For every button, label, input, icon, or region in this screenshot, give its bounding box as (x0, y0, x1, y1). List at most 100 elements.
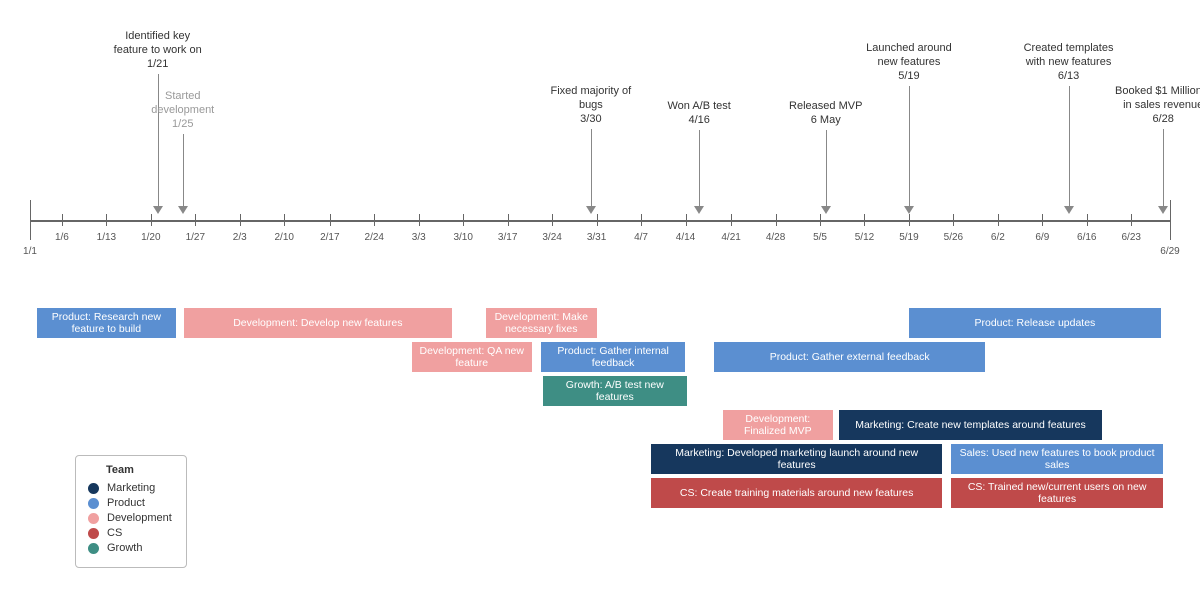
axis-tick (240, 214, 241, 226)
legend-item-label: Product (107, 497, 145, 509)
milestone-label: Booked $1 Million +in sales revenue6/28 (1115, 85, 1200, 126)
milestone-label: Starteddevelopment1/25 (151, 90, 214, 131)
axis-start-cap (30, 200, 31, 240)
legend-item-label: Growth (107, 542, 142, 554)
axis-tick (1087, 214, 1088, 226)
milestone-label: Launched aroundnew features5/19 (866, 42, 952, 83)
axis-tick-label: 3/10 (453, 232, 472, 243)
axis-tick-label: 2/17 (320, 232, 339, 243)
milestone-arrow-head-icon (821, 206, 831, 214)
gantt-bar: Development: Finalized MVP (723, 410, 832, 440)
axis-tick (284, 214, 285, 226)
legend-swatch-icon (88, 543, 99, 554)
axis-tick (953, 214, 954, 226)
axis-tick (552, 214, 553, 226)
axis-tick (106, 214, 107, 226)
legend-swatch-icon (88, 513, 99, 524)
milestone-arrow-head-icon (178, 206, 188, 214)
axis-tick (508, 214, 509, 226)
axis-tick (909, 214, 910, 226)
axis-tick-label: 2/10 (274, 232, 293, 243)
axis-tick (597, 214, 598, 226)
axis-tick-label: 6/2 (991, 232, 1005, 243)
milestone-arrow-head-icon (153, 206, 163, 214)
axis-tick-label: 3/17 (498, 232, 517, 243)
axis-tick-label: 4/7 (634, 232, 648, 243)
axis-tick-label: 4/21 (721, 232, 740, 243)
milestone-label: Created templateswith new features6/13 (1024, 42, 1114, 83)
gantt-bar: Development: QA new feature (412, 342, 532, 372)
axis-end-cap (1170, 200, 1171, 240)
gantt-bar: Marketing: Developed marketing launch ar… (651, 444, 942, 474)
milestone-arrow-head-icon (586, 206, 596, 214)
axis-tick (1131, 214, 1132, 226)
timeline-chart: 1/11/61/131/201/272/32/102/172/243/33/10… (20, 0, 1180, 616)
gantt-bar: Marketing: Create new templates around f… (839, 410, 1101, 440)
milestone-arrow-line (591, 129, 592, 206)
milestone-arrow-line (1163, 129, 1164, 206)
axis-tick-label: 3/24 (542, 232, 561, 243)
gantt-bar: Product: Release updates (909, 308, 1161, 338)
legend-title: Team (106, 464, 172, 476)
gantt-bar: Product: Research new feature to build (37, 308, 176, 338)
axis-tick (151, 214, 152, 226)
axis-tick-label: 1/1 (23, 246, 37, 257)
axis-tick-label: 1/20 (141, 232, 160, 243)
legend-item-label: CS (107, 527, 122, 539)
axis-tick-label: 1/13 (97, 232, 116, 243)
axis-tick (1042, 214, 1043, 226)
gantt-bar: Growth: A/B test new features (543, 376, 687, 406)
legend-item: Product (88, 497, 172, 509)
axis-tick-label: 1/6 (55, 232, 69, 243)
axis-tick-label: 5/26 (944, 232, 963, 243)
milestone-arrow-line (826, 130, 827, 206)
legend-item: Growth (88, 542, 172, 554)
legend-swatch-icon (88, 498, 99, 509)
milestone-label: Won A/B test4/16 (667, 100, 730, 128)
gantt-bar: CS: Create training materials around new… (651, 478, 942, 508)
legend-item-label: Marketing (107, 482, 155, 494)
milestone-label: Identified keyfeature to work on1/21 (114, 30, 202, 71)
axis-tick (374, 214, 375, 226)
milestone-arrow-line (183, 134, 184, 206)
axis-tick-label: 4/28 (766, 232, 785, 243)
axis-tick (195, 214, 196, 226)
axis-tick (641, 214, 642, 226)
legend-swatch-icon (88, 528, 99, 539)
legend-item-label: Development (107, 512, 172, 524)
gantt-bar: Product: Gather external feedback (714, 342, 985, 372)
legend: Team Marketing Product Development CS Growth (75, 455, 187, 568)
timeline-axis (30, 220, 1170, 222)
milestone-arrow-head-icon (1064, 206, 1074, 214)
axis-tick-label: 5/5 (813, 232, 827, 243)
axis-tick (998, 214, 999, 226)
axis-tick (62, 214, 63, 226)
axis-tick-label: 6/29 (1160, 246, 1179, 257)
axis-tick-label: 3/3 (412, 232, 426, 243)
gantt-bar: CS: Trained new/current users on new fea… (951, 478, 1163, 508)
axis-tick-label: 1/27 (186, 232, 205, 243)
axis-tick-label: 2/24 (365, 232, 384, 243)
milestone-label: Released MVP6 May (789, 100, 862, 128)
legend-item: Development (88, 512, 172, 524)
milestone-arrow-head-icon (1158, 206, 1168, 214)
axis-tick-label: 3/31 (587, 232, 606, 243)
axis-tick (776, 214, 777, 226)
axis-tick (686, 214, 687, 226)
axis-tick-label: 4/14 (676, 232, 695, 243)
milestone-arrow-line (699, 130, 700, 206)
axis-tick-label: 5/19 (899, 232, 918, 243)
milestone-label: Fixed majority ofbugs3/30 (551, 85, 632, 126)
milestone-arrow-line (909, 86, 910, 206)
axis-tick (419, 214, 420, 226)
milestone-arrow-head-icon (904, 206, 914, 214)
gantt-bar: Product: Gather internal feedback (541, 342, 686, 372)
axis-tick (731, 214, 732, 226)
axis-tick-label: 6/23 (1122, 232, 1141, 243)
axis-tick (820, 214, 821, 226)
gantt-bar: Sales: Used new features to book product… (951, 444, 1163, 474)
milestone-arrow-line (1069, 86, 1070, 206)
axis-tick (864, 214, 865, 226)
legend-item: Marketing (88, 482, 172, 494)
axis-tick-label: 5/12 (855, 232, 874, 243)
